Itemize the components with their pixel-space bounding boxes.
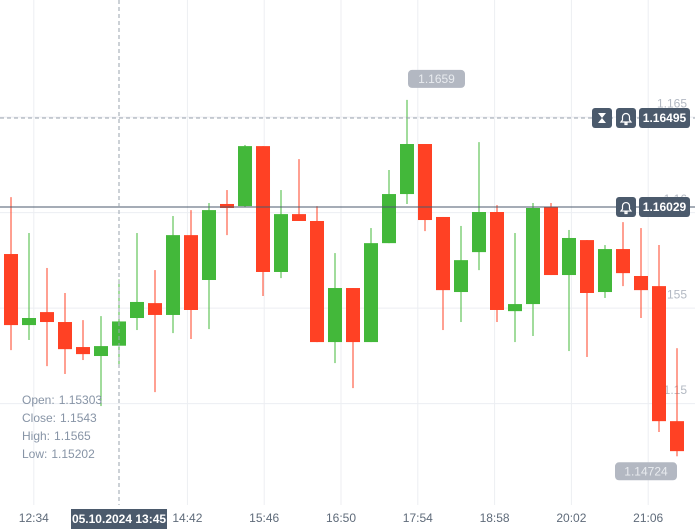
current-price-box bbox=[639, 197, 690, 218]
candle-body bbox=[346, 288, 361, 343]
candle-body bbox=[310, 220, 325, 343]
x-tick-label: 14:42 bbox=[172, 511, 202, 525]
ohlc-label: High: bbox=[22, 429, 50, 443]
candle-body bbox=[22, 318, 37, 326]
candle-body bbox=[490, 212, 505, 310]
candle-body bbox=[184, 235, 199, 310]
candle-body bbox=[166, 235, 181, 315]
min-price-label: 1.14724 bbox=[624, 464, 668, 478]
candle-body bbox=[418, 144, 433, 221]
y-tick-label: 1.15 bbox=[664, 383, 688, 397]
candle-body bbox=[76, 347, 91, 355]
crosshair-price-label: 1.16495 bbox=[643, 111, 687, 125]
candle-body bbox=[616, 249, 631, 274]
ohlc-readout: Open: 1.15303 bbox=[22, 393, 102, 407]
candle-body bbox=[4, 254, 19, 326]
candle-body bbox=[238, 146, 253, 207]
ohlc-value: 1.1543 bbox=[60, 411, 97, 425]
y-tick-label: 1.165 bbox=[657, 96, 687, 110]
candle-body bbox=[652, 286, 667, 422]
crosshair-time-label: 05.10.2024 13:45 bbox=[72, 512, 166, 526]
bell-icon bbox=[619, 112, 633, 126]
candle-body bbox=[292, 214, 307, 221]
candle-body bbox=[508, 304, 523, 312]
candle-body bbox=[562, 237, 577, 276]
candle-body bbox=[634, 275, 649, 291]
candle-body bbox=[112, 321, 127, 346]
max-price-label: 1.1659 bbox=[418, 72, 455, 86]
candle-body bbox=[526, 207, 541, 305]
ohlc-readout: High: 1.1565 bbox=[22, 429, 91, 443]
candles bbox=[4, 99, 685, 457]
candle-body bbox=[220, 203, 235, 208]
candle-body bbox=[580, 240, 595, 293]
x-tick-label: 12:34 bbox=[19, 511, 49, 525]
max-price-bubble bbox=[408, 69, 466, 88]
hourglass-icon bbox=[598, 113, 606, 124]
x-tick-label: 20:02 bbox=[556, 511, 586, 525]
candle-body bbox=[130, 301, 145, 319]
candle-body bbox=[436, 216, 451, 291]
crosshair-price-box bbox=[639, 108, 690, 129]
alert-button[interactable] bbox=[616, 197, 636, 218]
ohlc-value: 1.15202 bbox=[51, 447, 95, 461]
candle-body bbox=[364, 243, 379, 343]
candle-body bbox=[256, 146, 271, 272]
ohlc-label: Close: bbox=[22, 411, 56, 425]
candle-body bbox=[454, 260, 469, 293]
candle-body bbox=[274, 214, 289, 272]
candle-body bbox=[472, 212, 487, 253]
candle-body bbox=[58, 322, 73, 350]
x-tick-label: 21:06 bbox=[633, 511, 663, 525]
ohlc-readout: Close: 1.1543 bbox=[22, 411, 97, 425]
ohlc-label: Low: bbox=[22, 447, 47, 461]
bell-icon bbox=[619, 201, 633, 215]
current-price-label: 1.16029 bbox=[643, 200, 687, 214]
candle-body bbox=[598, 249, 613, 293]
ohlc-value: 1.1565 bbox=[54, 429, 91, 443]
candle-body bbox=[148, 303, 163, 315]
x-tick-label: 17:54 bbox=[403, 511, 433, 525]
crosshair-time-box bbox=[71, 509, 168, 529]
candle-body bbox=[40, 312, 55, 323]
candle-body bbox=[400, 144, 415, 195]
x-tick-label: 15:46 bbox=[249, 511, 279, 525]
min-price-bubble bbox=[615, 462, 678, 481]
candle-body bbox=[544, 207, 559, 276]
x-tick-label: 16:50 bbox=[326, 511, 356, 525]
x-tick-label: 18:58 bbox=[480, 511, 510, 525]
candle-body bbox=[328, 288, 343, 343]
ohlc-label: Open: bbox=[22, 393, 55, 407]
alert-button[interactable] bbox=[616, 108, 636, 129]
ohlc-value: 1.15303 bbox=[59, 393, 103, 407]
candle-body bbox=[670, 421, 685, 452]
candle-body bbox=[94, 346, 109, 357]
ohlc-readout: Low: 1.15202 bbox=[22, 447, 95, 461]
candle-body bbox=[202, 210, 217, 281]
candle-body bbox=[382, 194, 397, 244]
